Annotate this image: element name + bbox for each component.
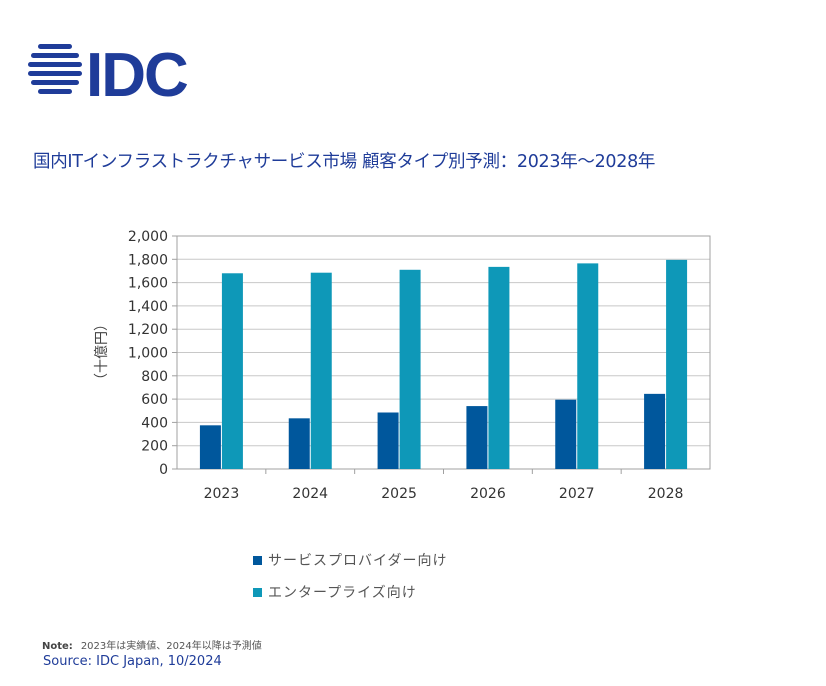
y-tick-label: 600 (141, 392, 168, 408)
idc-logo: IDC (28, 41, 190, 102)
brand-name: IDC (86, 41, 188, 102)
y-tick-label: 1,800 (128, 252, 168, 268)
y-tick-label: 1,200 (128, 322, 168, 338)
chart-title: 国内ITインフラストラクチャサービス市場 顧客タイプ別予測：2023年～2028… (33, 152, 656, 172)
x-tick-label: 2024 (292, 486, 328, 502)
note-label: Note: (42, 641, 73, 652)
legend-label: エンタープライズ向け (268, 585, 417, 601)
bar-service-provider (377, 412, 399, 469)
x-tick-label: 2028 (648, 486, 684, 502)
y-tick-label: 400 (141, 415, 168, 431)
y-tick-label: 0 (159, 462, 168, 478)
bar-enterprise (577, 263, 599, 469)
bar-service-provider (199, 425, 221, 469)
bar-enterprise (221, 273, 243, 469)
y-tick-label: 1,000 (128, 346, 168, 362)
legend-item-service-provider: サービスプロバイダー向け (253, 550, 447, 570)
footnote: Note: 2023年は実績値、2024年以降は予測値 (42, 637, 262, 652)
bar-enterprise (310, 272, 332, 469)
bar-enterprise (666, 259, 688, 469)
x-tick-label: 2025 (381, 486, 417, 502)
y-tick-label: 200 (141, 439, 168, 455)
y-tick-label: 1,400 (128, 299, 168, 315)
bar-service-provider (555, 399, 577, 469)
bar-enterprise (488, 266, 510, 469)
legend-swatch (253, 555, 262, 565)
bar-service-provider (288, 418, 310, 469)
source-credit: Source: IDC Japan, 10/2024 (43, 654, 222, 669)
x-tick-label: 2023 (204, 486, 240, 502)
y-axis-label: （十億円） (94, 317, 110, 387)
note-text: 2023年は実績値、2024年以降は予測値 (80, 641, 262, 652)
y-tick-label: 1,600 (128, 276, 168, 292)
legend-label: サービスプロバイダー向け (268, 553, 448, 569)
x-tick-label: 2026 (470, 486, 506, 502)
legend-swatch (253, 587, 262, 597)
y-tick-label: 800 (141, 369, 168, 385)
y-tick-label: 2,000 (128, 229, 168, 245)
bar-service-provider (644, 393, 666, 469)
x-tick-label: 2027 (559, 486, 595, 502)
bar-enterprise (399, 269, 421, 469)
bar-service-provider (466, 406, 488, 469)
legend-item-enterprise: エンタープライズ向け (253, 582, 417, 602)
idc-globe-icon (28, 44, 82, 94)
